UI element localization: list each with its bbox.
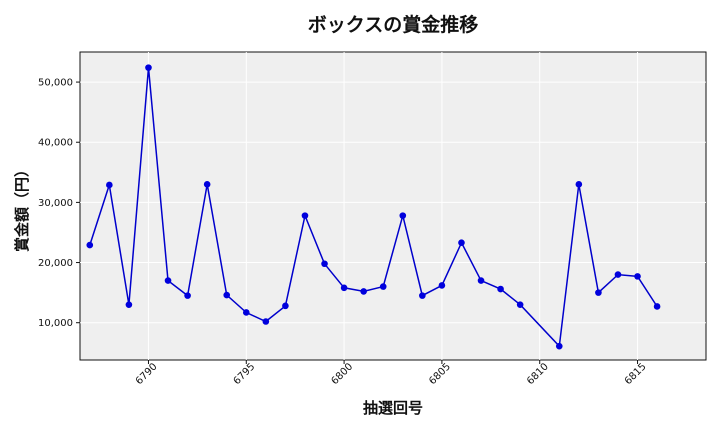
data-point bbox=[125, 301, 133, 308]
data-point bbox=[497, 285, 504, 293]
y-tick-label: 30,000 bbox=[38, 198, 73, 209]
data-point bbox=[477, 277, 485, 284]
data-point bbox=[262, 318, 270, 325]
data-point bbox=[653, 303, 661, 310]
data-point bbox=[379, 283, 387, 290]
data-point bbox=[614, 271, 622, 278]
data-point bbox=[360, 288, 367, 295]
y-axis-label: 賞金額（円） bbox=[13, 162, 31, 252]
data-point bbox=[203, 181, 211, 188]
data-point bbox=[321, 260, 328, 268]
data-point bbox=[575, 181, 583, 188]
y-tick-label: 20,000 bbox=[38, 258, 73, 269]
y-tick-label: 50,000 bbox=[38, 78, 73, 89]
data-point bbox=[164, 277, 172, 284]
data-point bbox=[458, 239, 465, 246]
data-point bbox=[438, 282, 446, 289]
data-point bbox=[555, 342, 563, 350]
data-point bbox=[184, 292, 191, 299]
y-tick-label: 40,000 bbox=[38, 138, 73, 149]
y-tick-label: 10,000 bbox=[38, 318, 73, 329]
data-point bbox=[242, 309, 250, 316]
data-point bbox=[516, 301, 524, 308]
data-point bbox=[223, 291, 231, 299]
grid bbox=[80, 52, 706, 360]
data-point bbox=[86, 241, 94, 249]
data-point bbox=[340, 284, 348, 292]
data-points bbox=[86, 64, 661, 350]
x-axis-label: 抽選回号 bbox=[363, 399, 423, 417]
data-point bbox=[595, 289, 602, 296]
plot-area bbox=[79, 51, 707, 361]
data-point bbox=[399, 212, 407, 219]
data-point bbox=[282, 302, 289, 310]
data-point bbox=[634, 273, 641, 280]
data-point bbox=[106, 181, 113, 189]
chart-title: ボックスの賞金推移 bbox=[308, 13, 478, 36]
data-point bbox=[145, 64, 152, 71]
data-point bbox=[301, 212, 309, 219]
data-point bbox=[419, 292, 426, 299]
